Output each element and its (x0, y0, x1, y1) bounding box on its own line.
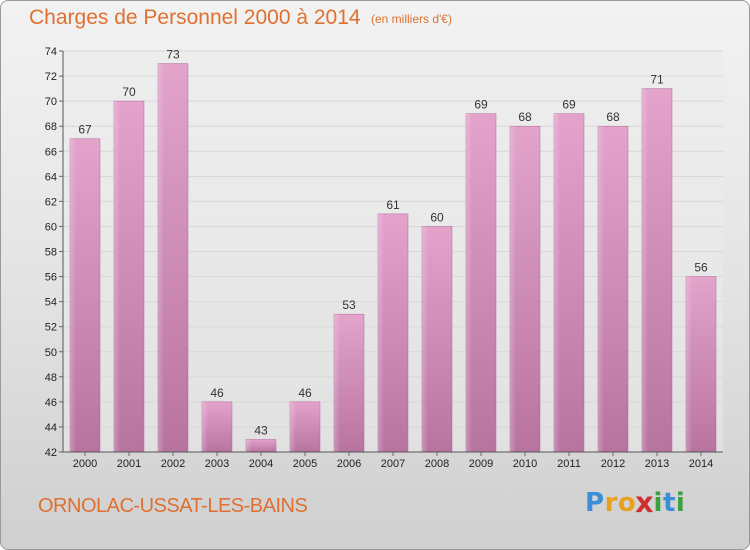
bar-highlight (334, 314, 340, 452)
bar-highlight (598, 126, 604, 452)
x-tick-label: 2008 (425, 458, 449, 470)
bar-highlight (686, 276, 692, 452)
data-label: 67 (78, 123, 92, 137)
y-tick-label: 42 (45, 447, 57, 459)
x-tick-label: 2003 (205, 458, 229, 470)
bar-highlight (422, 226, 428, 452)
x-tick-label: 2000 (73, 458, 97, 470)
x-tick-label: 2004 (249, 458, 273, 470)
logo-letter: t (662, 488, 676, 518)
x-tick-label: 2012 (601, 458, 625, 470)
y-tick-label: 72 (45, 71, 57, 83)
data-label: 68 (606, 110, 620, 124)
bar-highlight (554, 113, 560, 452)
data-label: 46 (210, 386, 224, 400)
x-tick-label: 2005 (293, 458, 317, 470)
bar-highlight (70, 138, 76, 452)
y-tick-label: 54 (45, 297, 57, 309)
y-tick-label: 48 (45, 372, 57, 384)
y-tick-label: 68 (45, 121, 57, 133)
logo-letter: P (585, 488, 605, 518)
y-tick-label: 60 (45, 221, 57, 233)
x-tick-label: 2011 (557, 458, 581, 470)
data-label: 68 (518, 110, 532, 124)
x-tick-label: 2010 (513, 458, 537, 470)
x-tick-label: 2009 (469, 458, 493, 470)
bar-highlight (114, 101, 120, 452)
bar-highlight (642, 88, 648, 452)
y-tick-label: 52 (45, 322, 57, 334)
data-label: 60 (430, 210, 444, 224)
bar-highlight (466, 113, 472, 452)
y-tick-label: 74 (45, 46, 57, 58)
bar-highlight (290, 401, 296, 452)
data-label: 73 (166, 48, 180, 62)
y-tick-label: 44 (45, 422, 57, 434)
data-label: 53 (342, 298, 356, 312)
x-tick-label: 2013 (645, 458, 669, 470)
logo-letter: i (675, 488, 686, 518)
data-label: 46 (298, 386, 312, 400)
y-tick-label: 70 (45, 96, 57, 108)
logo-letter: x (635, 486, 655, 520)
x-tick-label: 2014 (689, 458, 713, 470)
y-tick-label: 64 (45, 171, 57, 183)
logo-letter: i (653, 488, 663, 518)
bar-highlight (202, 401, 208, 452)
data-label: 69 (474, 98, 488, 112)
x-tick-label: 2006 (337, 458, 361, 470)
y-tick-label: 46 (45, 397, 57, 409)
y-tick-label: 50 (45, 347, 57, 359)
data-label: 71 (650, 73, 664, 87)
y-tick-label: 66 (45, 146, 57, 158)
data-label: 61 (386, 198, 400, 212)
x-tick-label: 2001 (117, 458, 141, 470)
y-tick-label: 56 (45, 272, 57, 284)
y-tick-label: 62 (45, 196, 57, 208)
bar-highlight (510, 126, 516, 452)
chart-subtitle: (en milliers d'€) (371, 12, 452, 26)
logo-letter: o (617, 488, 637, 518)
city-name: ORNOLAC-USSAT-LES-BAINS (38, 495, 308, 517)
bar-highlight (246, 439, 252, 452)
bar-highlight (158, 63, 164, 452)
data-label: 43 (254, 423, 268, 437)
x-tick-label: 2007 (381, 458, 405, 470)
data-label: 56 (694, 261, 708, 275)
proxiti-logo[interactable]: Proxiti (585, 486, 686, 520)
x-tick-label: 2002 (161, 458, 185, 470)
chart-title: Charges de Personnel 2000 à 2014 (29, 6, 361, 29)
logo-letter: r (604, 488, 618, 518)
y-tick-label: 58 (45, 247, 57, 259)
data-label: 70 (122, 85, 136, 99)
bar-highlight (378, 213, 384, 452)
data-label: 69 (562, 98, 576, 112)
